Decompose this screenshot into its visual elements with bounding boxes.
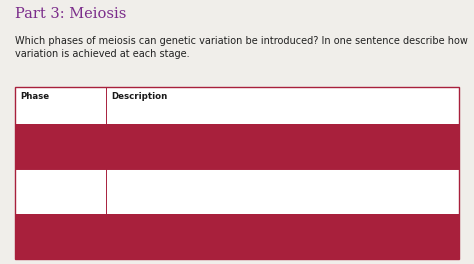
Text: Description: Description — [111, 92, 167, 101]
Bar — [15, 87, 459, 124]
Bar — [15, 169, 459, 214]
Text: Phase: Phase — [20, 92, 49, 101]
Bar — [15, 87, 459, 259]
Text: Part 3: Meiosis: Part 3: Meiosis — [15, 7, 127, 21]
Bar — [15, 124, 459, 169]
Bar — [15, 214, 459, 259]
Text: Which phases of meiosis can genetic variation be introduced? In one sentence des: Which phases of meiosis can genetic vari… — [15, 36, 468, 59]
